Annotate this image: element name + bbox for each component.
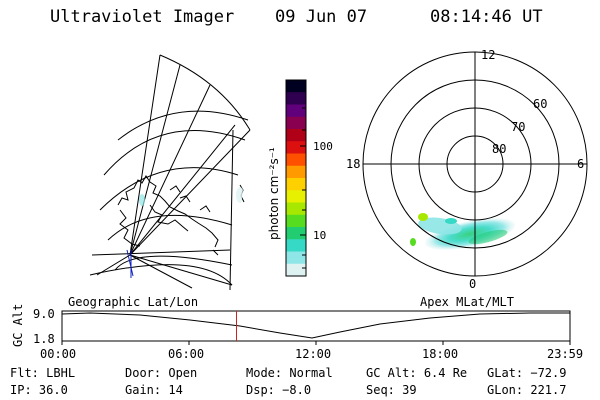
colorbar-segment: [286, 92, 306, 106]
left-aurora: [93, 128, 244, 206]
timeline-ylabel: GC Alt: [11, 304, 25, 347]
color-bar: [285, 79, 307, 277]
colorbar-segment: [286, 190, 306, 204]
coastline: [117, 175, 245, 256]
colorbar-tick-100: 100: [313, 140, 333, 153]
colorbar-segment: [286, 202, 306, 216]
lat-label-70: 70: [511, 120, 525, 134]
colorbar-segment: [286, 263, 306, 277]
colorbar-segment: [286, 116, 306, 130]
mlt-label-0: 0: [469, 277, 476, 291]
xtick-0000: 00:00: [40, 347, 76, 361]
colorbar-segment: [286, 165, 306, 179]
lat-label-60: 60: [533, 97, 547, 111]
instrument-title: Ultraviolet Imager: [50, 7, 235, 27]
timeline-ytick-bottom: 1.8: [33, 332, 55, 346]
colorbar-segment: [286, 178, 306, 191]
info-gc-alt: GC Alt: 6.4 Re: [366, 366, 468, 380]
mlt-label-18: 18: [346, 157, 360, 171]
colorbar-segment: [286, 251, 306, 265]
date-label: 09 Jun 07: [275, 7, 368, 27]
info-glat: GLat: −72.9: [487, 366, 567, 380]
info-ip: IP: 36.0: [10, 383, 68, 397]
info-door: Door: Open: [125, 366, 198, 380]
colorbar-segment: [286, 153, 306, 167]
xtick-1800: 18:00: [422, 347, 458, 361]
colorbar-segment: [286, 141, 306, 155]
mlt-label-6: 6: [577, 157, 584, 171]
geographic-title: Geographic Lat/Lon: [68, 295, 198, 309]
colorbar-segment: [286, 80, 306, 93]
time-label: 08:14:46 UT: [430, 7, 543, 27]
polar-plot: [362, 51, 588, 277]
colorbar-segment: [286, 214, 306, 228]
colorbar-segment: [286, 239, 306, 253]
xtick-0600: 06:00: [168, 347, 204, 361]
colorbar-tick-10: 10: [313, 229, 326, 242]
info-seq: Seq: 39: [366, 383, 417, 397]
info-dsp: Dsp: −8.0: [246, 383, 312, 397]
colorbar-segment: [286, 129, 306, 142]
altitude-timeline: [61, 310, 571, 345]
mlt-label-12: 12: [481, 48, 495, 62]
colorbar-unit-label: photon cm⁻²s⁻¹: [267, 147, 281, 240]
apex-title: Apex MLat/MLT: [420, 295, 514, 309]
lat-label-80: 80: [492, 142, 506, 156]
colorbar-segment: [286, 104, 306, 118]
info-mode: Mode: Normal: [246, 366, 333, 380]
info-gain: Gain: 14: [125, 383, 183, 397]
xtick-1200: 12:00: [295, 347, 331, 361]
right-aurora: [410, 213, 516, 250]
timeline-ytick-top: 9.0: [33, 307, 55, 321]
xtick-2359: 23:59: [547, 347, 583, 361]
footprint-marker: [126, 249, 134, 278]
info-glon: GLon: 221.7: [487, 383, 567, 397]
geographic-map: [89, 54, 251, 291]
colorbar-segment: [286, 227, 306, 240]
info-flt: Flt: LBHL: [10, 366, 76, 380]
